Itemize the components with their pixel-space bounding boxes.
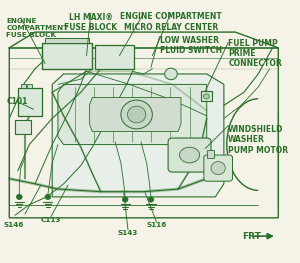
- Text: ENGINE COMPARTMENT
MICRO RELAY CENTER: ENGINE COMPARTMENT MICRO RELAY CENTER: [120, 12, 222, 32]
- Circle shape: [16, 194, 22, 200]
- Circle shape: [45, 194, 51, 200]
- Circle shape: [211, 161, 225, 175]
- Circle shape: [121, 100, 152, 129]
- Bar: [207, 150, 214, 158]
- Text: S116: S116: [146, 222, 167, 228]
- Bar: [42, 43, 92, 69]
- Circle shape: [128, 106, 146, 123]
- Bar: [27, 84, 32, 88]
- Polygon shape: [52, 74, 224, 197]
- Circle shape: [165, 68, 177, 80]
- Bar: [15, 120, 31, 134]
- Text: ENGINE
COMPARTMENT
FUSE BLOCK: ENGINE COMPARTMENT FUSE BLOCK: [6, 18, 69, 38]
- Text: FUEL PUMP
PRIME
CONNECTOR: FUEL PUMP PRIME CONNECTOR: [228, 39, 282, 68]
- FancyBboxPatch shape: [204, 155, 233, 181]
- Text: S143: S143: [118, 230, 138, 236]
- Text: C113: C113: [40, 216, 61, 222]
- Polygon shape: [89, 98, 181, 132]
- FancyBboxPatch shape: [168, 138, 211, 172]
- Text: FRT: FRT: [242, 232, 261, 241]
- Circle shape: [122, 197, 128, 202]
- Polygon shape: [58, 84, 207, 145]
- Circle shape: [204, 94, 209, 99]
- Circle shape: [148, 197, 154, 202]
- Text: C101: C101: [6, 97, 28, 106]
- Bar: [95, 45, 134, 69]
- Text: LH MAXI®
FUSE BLOCK: LH MAXI® FUSE BLOCK: [64, 12, 117, 32]
- Bar: [18, 88, 42, 116]
- Text: S146: S146: [3, 222, 24, 228]
- Text: LOW WASHER
FLUID SWITCH: LOW WASHER FLUID SWITCH: [160, 36, 222, 55]
- Bar: [201, 92, 212, 102]
- Text: WINDSHIELD
WASHER
PUMP MOTOR: WINDSHIELD WASHER PUMP MOTOR: [228, 125, 288, 155]
- Bar: [21, 84, 26, 88]
- Ellipse shape: [179, 147, 200, 163]
- Bar: [45, 38, 89, 43]
